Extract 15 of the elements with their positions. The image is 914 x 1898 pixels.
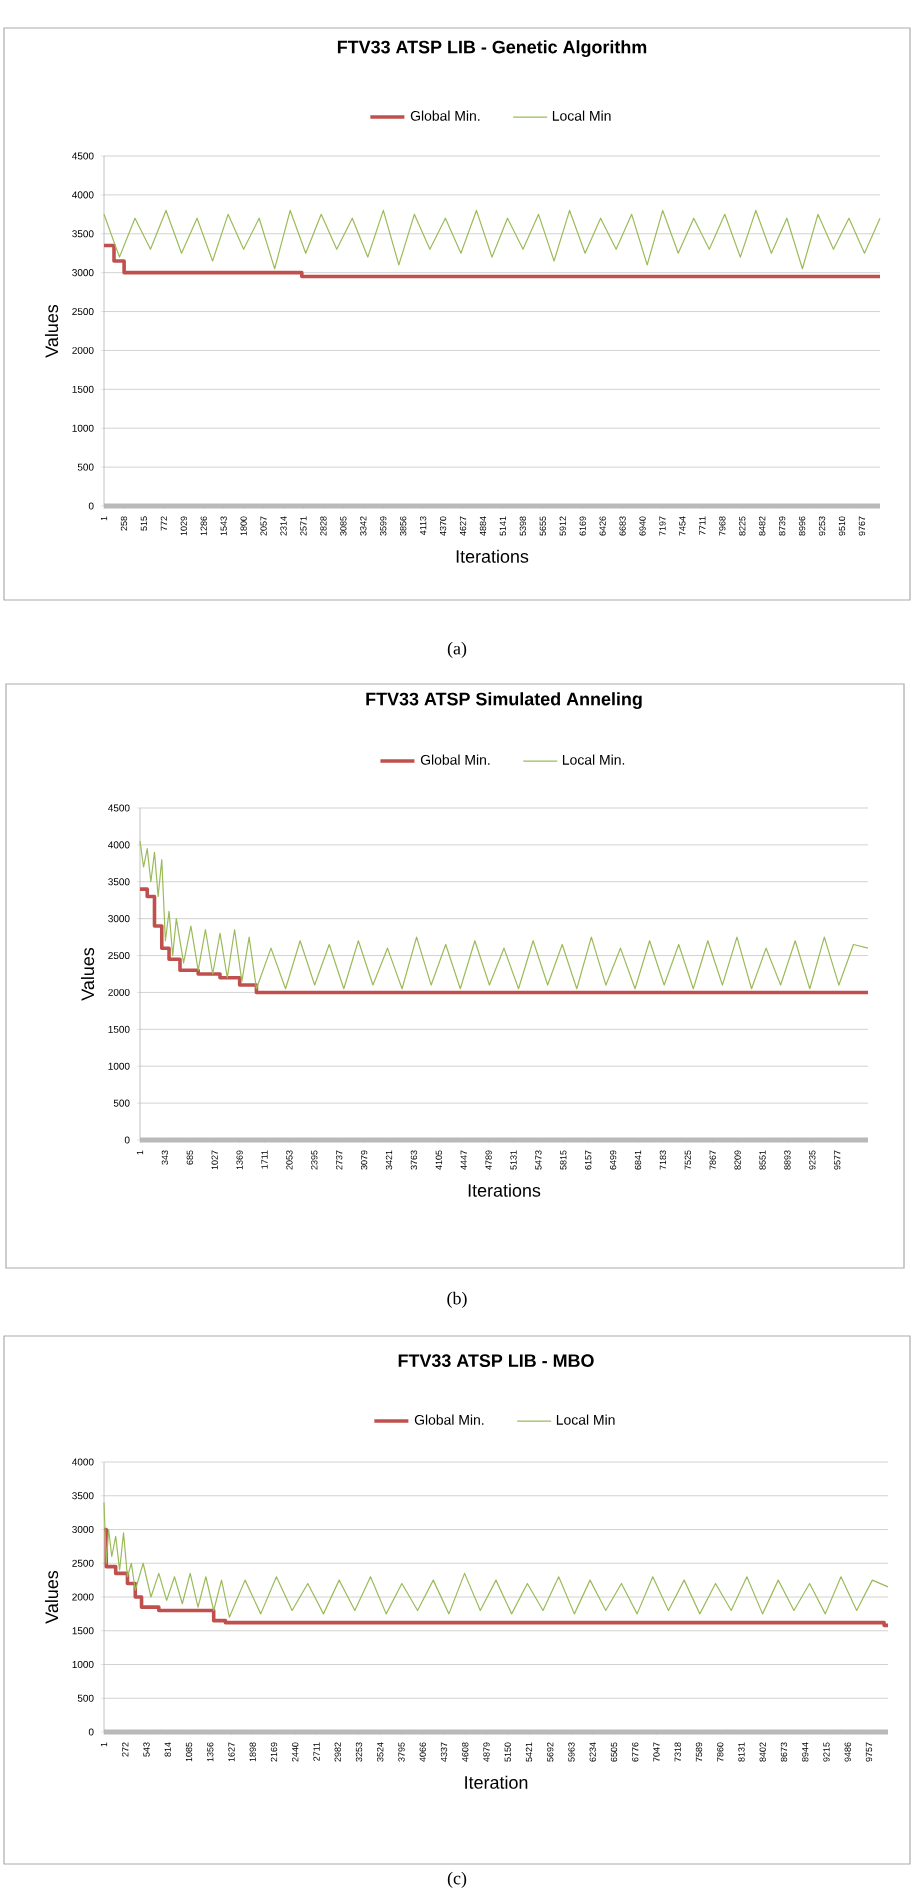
x-axis-title: Iteration (465, 1775, 528, 1789)
x-axis-title: Iterations (456, 549, 529, 563)
chart-title: FTV33 ATSP Simulated Anneling (366, 692, 642, 710)
chart-title: FTV33 ATSP LIB - Genetic Algorithm (337, 40, 647, 57)
text: (c) (447, 1871, 467, 1889)
line-series (103, 1501, 889, 1618)
chart-title: FTV33 ATSP LIB - MBO (398, 1354, 594, 1367)
y-axis-title: Values (44, 1570, 59, 1624)
line-series (103, 209, 881, 270)
line-series (139, 840, 869, 990)
y-axis-title: Values (44, 304, 59, 358)
text: (a) (447, 641, 467, 659)
y-axis-title: Values (80, 947, 95, 1001)
x-axis-title: Iterations (468, 1183, 541, 1197)
text: (b) (447, 1291, 467, 1309)
